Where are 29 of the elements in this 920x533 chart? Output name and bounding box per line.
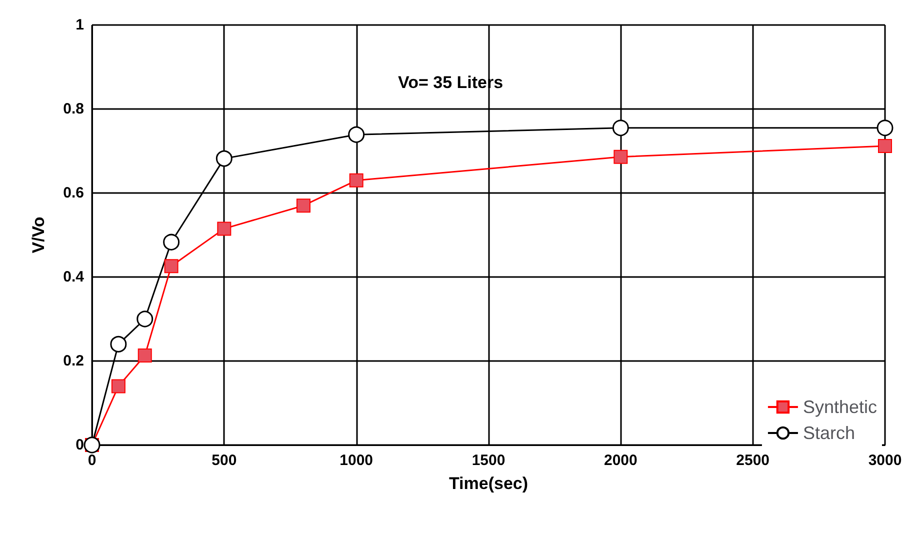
x-tick-label: 3000	[868, 452, 902, 469]
y-tick-label: 1	[76, 16, 84, 34]
x-tick-label: 2500	[736, 452, 770, 469]
x-axis-title: Time(sec)	[448, 474, 528, 493]
point	[296, 198, 310, 213]
x-tick-label: 1000	[340, 452, 374, 469]
point	[878, 138, 892, 153]
y-tick-label: 0.6	[63, 184, 84, 202]
x-tick-label: 0	[88, 452, 96, 469]
x-tick-label: 2000	[604, 452, 638, 469]
legend-label: Synthetic	[802, 397, 878, 417]
point	[348, 126, 365, 143]
point	[612, 120, 629, 136]
point	[138, 348, 152, 363]
x-tick-label: 1500	[472, 452, 506, 469]
point	[876, 120, 894, 136]
y-tick-label: 0.8	[63, 100, 84, 118]
legend-label: Starch	[802, 423, 855, 443]
point	[217, 222, 232, 236]
point	[216, 150, 232, 167]
y-tick-label: 0.2	[63, 352, 84, 370]
point	[349, 173, 364, 188]
x-tick-label: 500	[212, 452, 237, 469]
point	[614, 150, 628, 164]
y-tick-label: 0.4	[63, 268, 85, 286]
y-tick-label: 0	[76, 436, 84, 454]
point	[111, 379, 126, 394]
point	[164, 259, 178, 274]
y-axis-title: V/Vo	[29, 216, 48, 254]
